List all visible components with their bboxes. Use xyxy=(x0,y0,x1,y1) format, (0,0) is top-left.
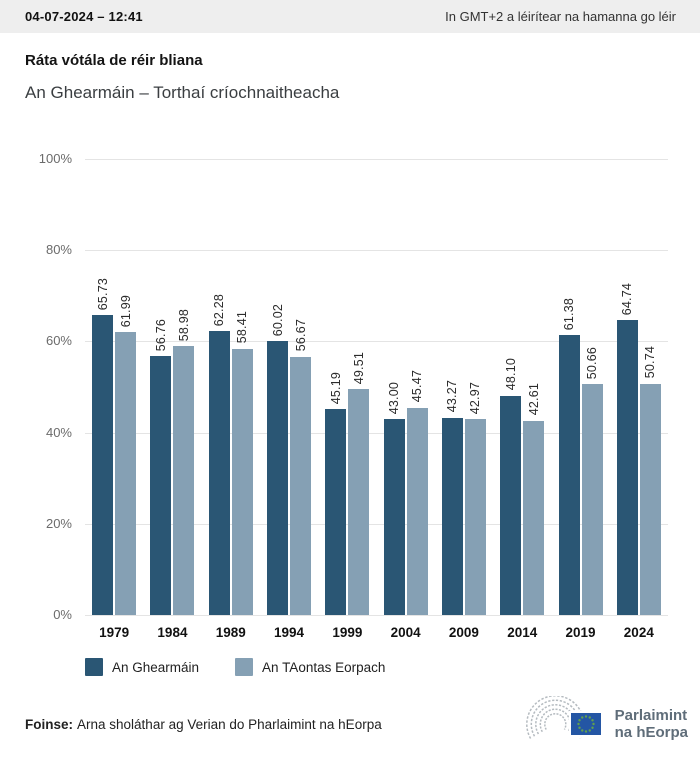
bar-value-label: 62.28 xyxy=(212,293,227,326)
x-tick-label: 1999 xyxy=(332,625,363,640)
bar-group: 65.73 61.99 xyxy=(85,159,143,615)
bar-group: 56.76 58.98 xyxy=(143,159,201,615)
timezone-note: In GMT+2 a léirítear na hamanna go léir xyxy=(445,9,676,24)
bar: 42.61 xyxy=(523,383,545,615)
x-tick-label: 1979 xyxy=(99,625,130,640)
bar: 56.76 xyxy=(150,319,172,615)
bar-group: 60.02 56.67 xyxy=(260,159,318,615)
legend: An Ghearmáin An TAontas Eorpach xyxy=(0,658,700,676)
bar: 61.99 xyxy=(115,295,137,615)
gridline xyxy=(85,159,668,160)
bar-value-label: 58.98 xyxy=(176,308,191,342)
bar-value-label: 60.02 xyxy=(270,304,285,337)
bar-group: 61.38 50.66 xyxy=(551,159,609,615)
y-tick-label: 80% xyxy=(45,242,72,258)
plot-area: 65.73 61.99 56.76 58.98 62.28 58.41 60.02 56.67… xyxy=(85,159,668,616)
x-tick-label: 1984 xyxy=(157,625,188,640)
x-tick-label: 1989 xyxy=(215,625,246,640)
bar: 64.74 xyxy=(616,283,638,615)
source-text: Arna sholáthar ag Verian do Pharlaimint … xyxy=(77,716,382,732)
x-tick-label: 2019 xyxy=(565,625,596,640)
gridline xyxy=(85,523,668,525)
bar-group: 64.74 50.74 xyxy=(610,159,668,615)
bar: 43.27 xyxy=(441,380,463,615)
bar-value-label: 49.51 xyxy=(351,351,366,385)
datetime-label: 04-07-2024 – 12:41 xyxy=(25,9,143,24)
gridline xyxy=(85,341,668,343)
gridline xyxy=(85,432,668,434)
bar-value-label: 48.10 xyxy=(503,358,518,391)
bar-value-label: 43.27 xyxy=(445,380,460,413)
bar-value-label: 45.47 xyxy=(410,370,425,403)
bar-value-label: 56.76 xyxy=(153,318,168,352)
bar: 50.66 xyxy=(581,347,603,615)
bar: 42.97 xyxy=(464,382,486,615)
bar-value-label: 42.97 xyxy=(468,381,483,415)
bar: 48.10 xyxy=(500,358,522,615)
legend-item-eu: An TAontas Eorpach xyxy=(235,658,385,676)
bar: 58.98 xyxy=(173,309,195,615)
footer: Foinse: Arna sholáthar ag Verian do Pharl… xyxy=(0,696,700,752)
bar: 45.19 xyxy=(325,372,347,615)
bar: 60.02 xyxy=(267,304,289,615)
page-subtitle: An Ghearmáin – Torthaí críochnaitheacha xyxy=(25,83,340,102)
bar-group: 45.19 49.51 xyxy=(318,159,376,615)
legend-item-germany: An Ghearmáin xyxy=(85,658,199,676)
source-label: Foinse: xyxy=(25,716,74,732)
bar-group: 43.27 42.97 xyxy=(435,159,493,615)
bar-value-label: 50.74 xyxy=(643,346,658,379)
ep-hemicycle-icon xyxy=(525,696,603,739)
bar: 65.73 xyxy=(92,278,114,615)
bar: 43.00 xyxy=(383,382,405,615)
x-axis: 1979 1984 1989 1994 1999 2004 2009 2014 2019 2024 xyxy=(85,625,668,640)
bar-group: 43.00 45.47 xyxy=(376,159,434,615)
bar-value-label: 42.61 xyxy=(526,383,541,416)
legend-swatch-germany xyxy=(85,658,103,676)
x-tick-label: 2024 xyxy=(623,625,654,640)
ep-logo: Parlaimint na hEorpa xyxy=(519,696,688,752)
header: Ráta vótála de réir bliana An Ghearmáin … xyxy=(0,33,700,103)
ep-logo-text-line2: na hEorpa xyxy=(614,724,688,741)
bar-group: 48.10 42.61 xyxy=(493,159,551,615)
x-tick-label: 2004 xyxy=(390,625,421,640)
legend-label-eu: An TAontas Eorpach xyxy=(262,659,386,675)
y-tick-label: 20% xyxy=(45,515,72,531)
source-note: Foinse: Arna sholáthar ag Verian do Pharl… xyxy=(25,717,382,732)
gridline xyxy=(85,615,668,616)
x-tick-label: 1994 xyxy=(274,625,305,640)
bar: 45.47 xyxy=(406,370,428,615)
bar-value-label: 50.66 xyxy=(585,346,600,379)
ep-logo-text: Parlaimint na hEorpa xyxy=(615,707,688,742)
bar: 49.51 xyxy=(348,352,370,615)
legend-label-germany: An Ghearmáin xyxy=(112,659,200,675)
bar: 58.41 xyxy=(231,311,253,615)
bar-value-label: 61.38 xyxy=(562,297,577,331)
y-tick-label: 0% xyxy=(53,607,72,622)
ep-logo-text-line1: Parlaimint xyxy=(614,706,688,724)
bar-value-label: 45.19 xyxy=(328,371,343,404)
bar-value-label: 61.99 xyxy=(118,295,133,328)
y-tick-label: 40% xyxy=(45,424,72,440)
bar-value-label: 64.74 xyxy=(620,282,635,315)
bar-value-label: 65.73 xyxy=(95,278,110,311)
y-tick-label: 60% xyxy=(45,333,72,349)
y-tick-label: 100% xyxy=(38,151,72,166)
bar-value-label: 56.67 xyxy=(293,319,308,352)
x-tick-label: 2014 xyxy=(507,625,538,640)
bar: 50.74 xyxy=(639,346,661,615)
topbar: 04-07-2024 – 12:41 In GMT+2 a léirítear … xyxy=(0,0,700,33)
bar-value-label: 58.41 xyxy=(235,311,250,344)
bar-value-label: 43.00 xyxy=(387,381,402,414)
bar: 61.38 xyxy=(558,298,580,615)
legend-swatch-eu xyxy=(235,658,254,676)
page-title: Ráta vótála de réir bliana xyxy=(25,52,203,69)
bar: 62.28 xyxy=(208,294,230,615)
bar: 56.67 xyxy=(290,319,312,615)
bar-chart: 65.73 61.99 56.76 58.98 62.28 58.41 60.02 56.67… xyxy=(0,143,700,648)
gridline xyxy=(85,250,668,252)
bar-group: 62.28 58.41 xyxy=(202,159,260,615)
x-tick-label: 2009 xyxy=(448,625,479,640)
